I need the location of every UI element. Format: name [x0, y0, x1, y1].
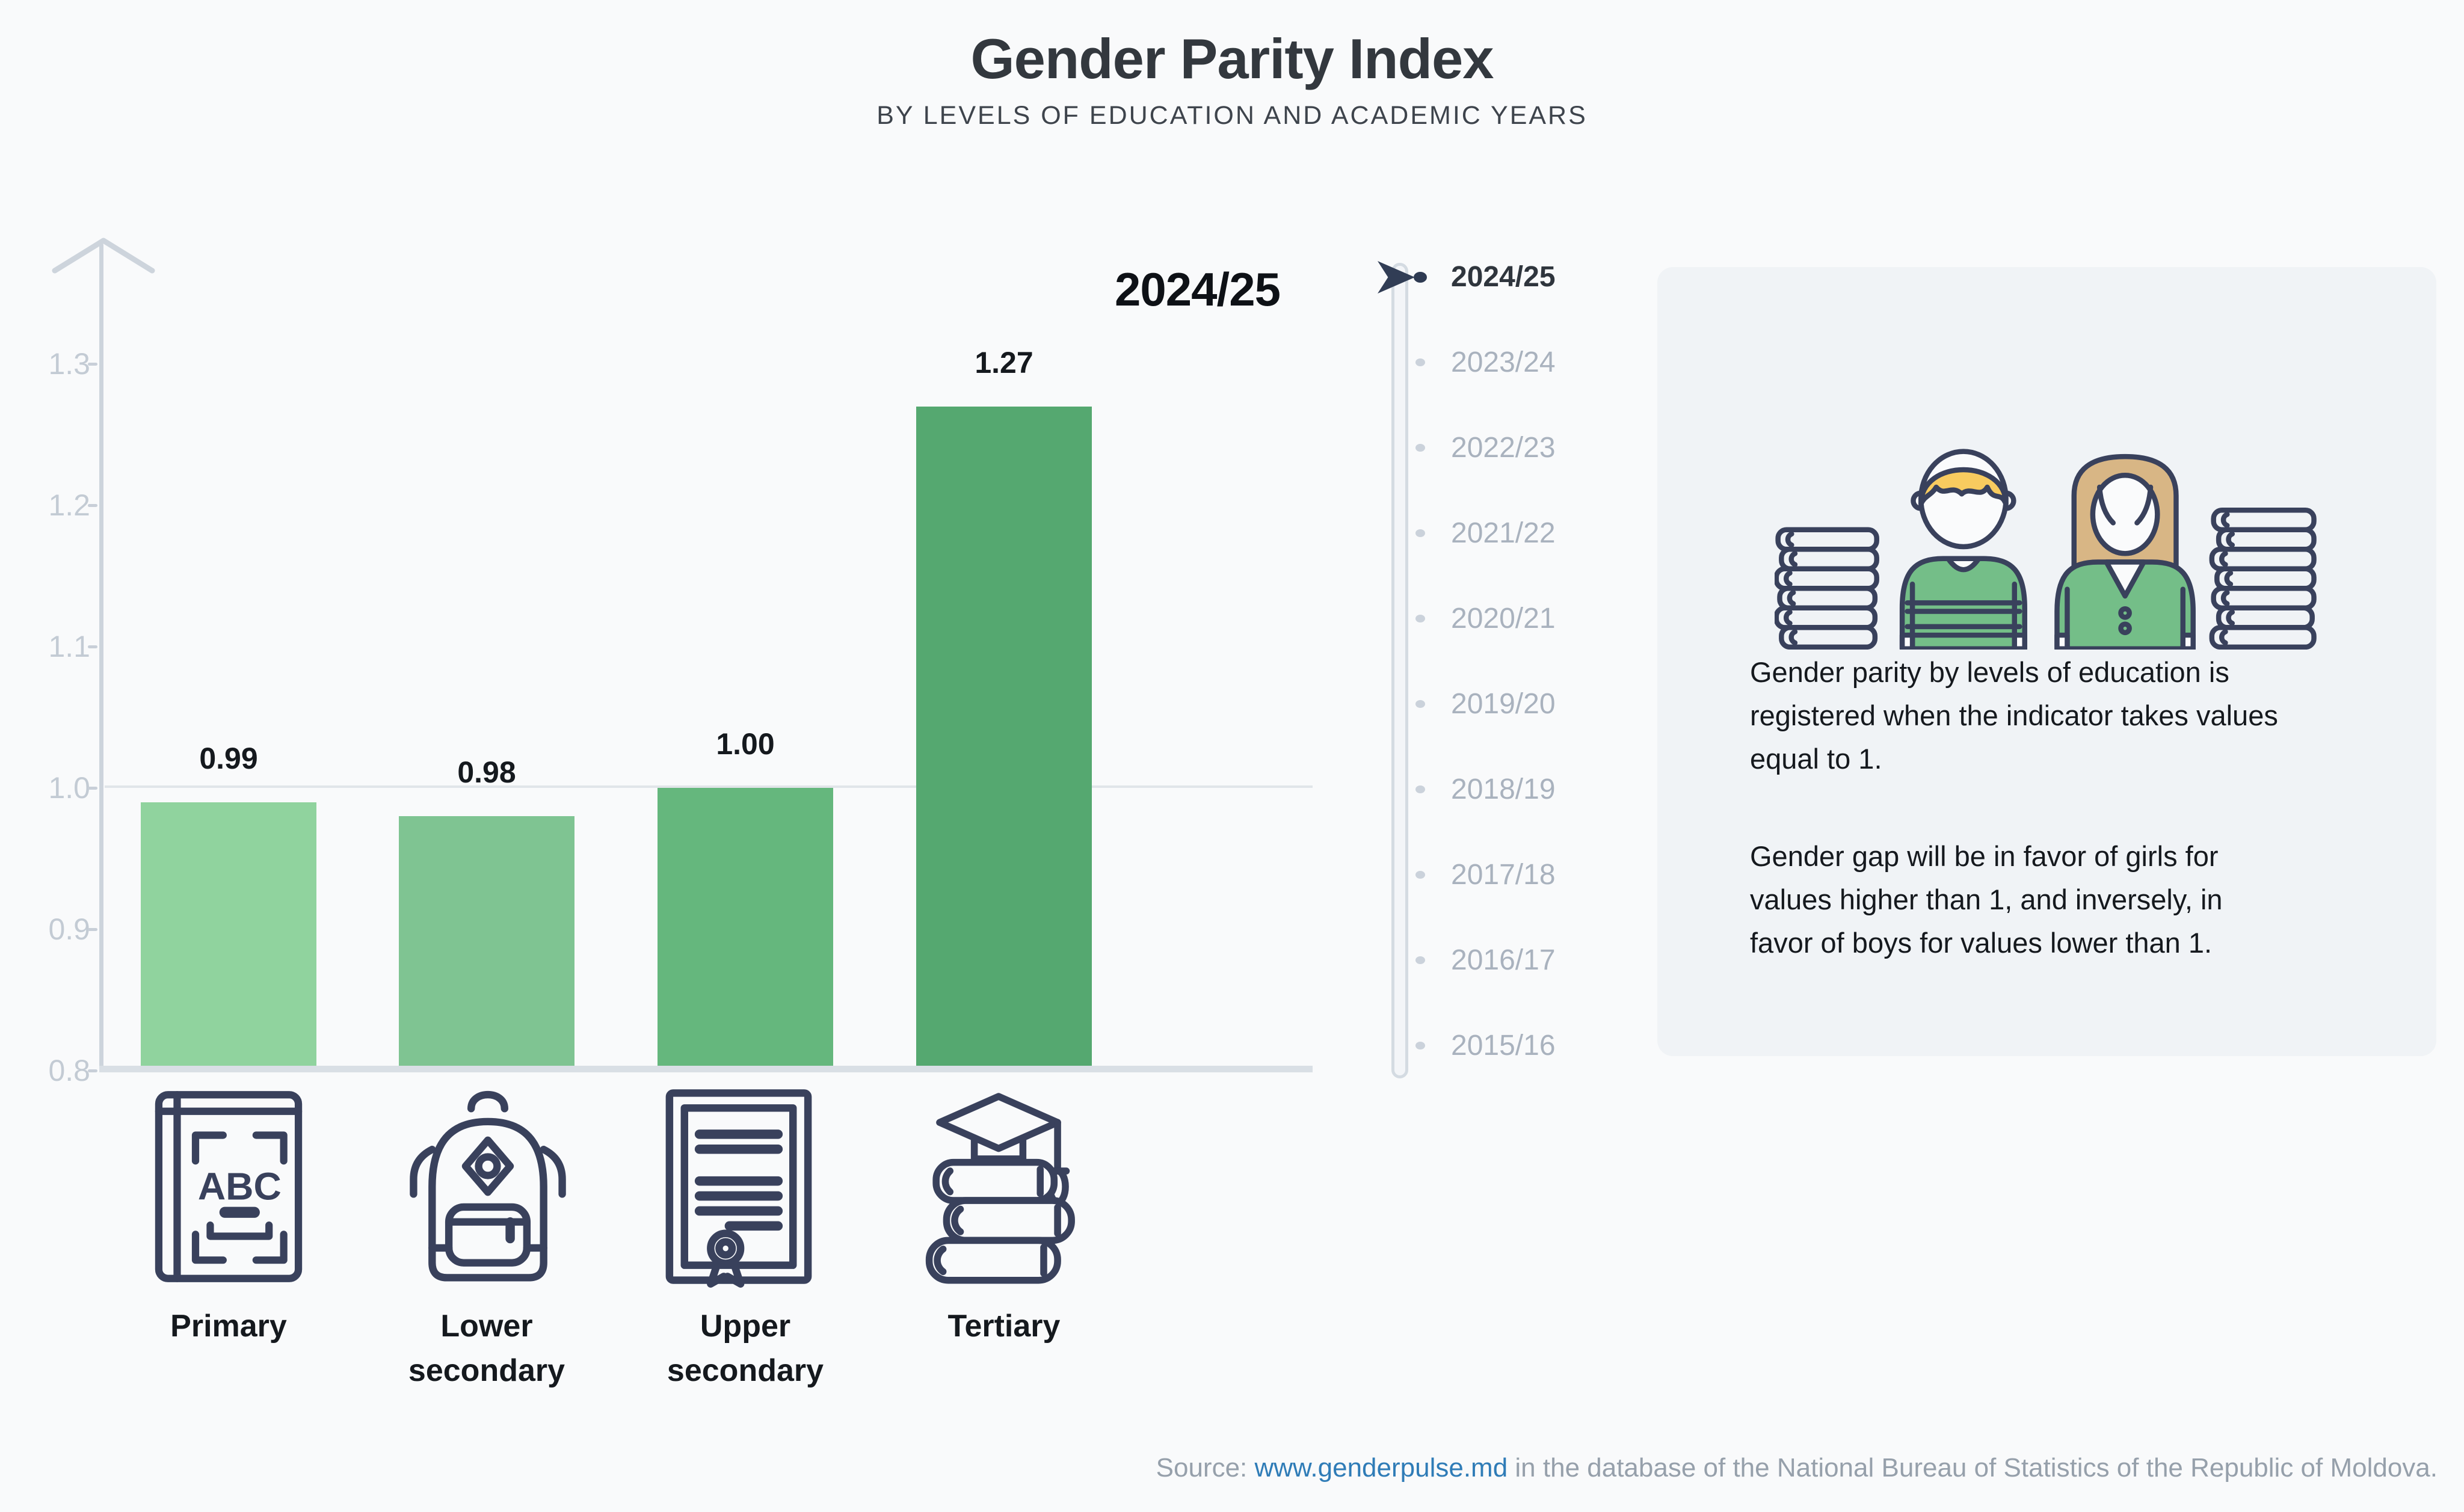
bar-value-primary: 0.99 — [199, 741, 258, 775]
current-year-label: 2024/25 — [1115, 263, 1281, 316]
y-tick-label-0.9: 0.9 — [48, 912, 90, 946]
y-tick-label-1.1: 1.1 — [48, 630, 90, 663]
timeline-year-2024-25[interactable]: 2024/25 — [1451, 261, 1556, 293]
boy-figure — [1899, 449, 2027, 650]
x-axis-baseline — [99, 1066, 1313, 1072]
page-title: Gender Parity Index — [970, 27, 1494, 90]
timeline-year-2019-20[interactable]: 2019/20 — [1451, 688, 1556, 720]
source-prefix: Source: — [1156, 1453, 1255, 1483]
page-subtitle: BY LEVELS OF EDUCATION AND ACADEMIC YEAR… — [876, 101, 1588, 130]
y-tick-label-1.2: 1.2 — [48, 488, 90, 522]
timeline-dot-2017-18[interactable] — [1415, 871, 1425, 879]
y-tick-mark — [88, 363, 97, 366]
timeline-year-2021-22[interactable]: 2021/22 — [1451, 517, 1556, 549]
right-book-stack — [2209, 507, 2317, 650]
abc-book-icon: ABC — [138, 1081, 319, 1292]
y-tick-mark — [88, 504, 97, 507]
backpack-icon — [398, 1081, 578, 1292]
y-axis-arrow-icon — [52, 238, 155, 274]
category-label-lower-secondary: Lower secondary — [408, 1309, 565, 1388]
y-tick-label-0.8: 0.8 — [48, 1054, 90, 1087]
timeline-dot-2024-25[interactable] — [1414, 272, 1427, 283]
timeline-dot-2020-21[interactable] — [1415, 615, 1425, 622]
y-tick-mark — [88, 928, 97, 931]
bar-value-lower-secondary: 0.98 — [457, 755, 516, 789]
parity-gridline — [105, 785, 1313, 788]
y-tick-mark — [88, 787, 97, 790]
timeline-dot-2016-17[interactable] — [1415, 956, 1425, 964]
books-graduation-cap-icon — [908, 1081, 1089, 1292]
timeline-year-2023-24[interactable]: 2023/24 — [1451, 346, 1556, 378]
svg-text:ABC: ABC — [198, 1164, 282, 1208]
category-label-upper-secondary: Upper secondary — [667, 1309, 824, 1388]
timeline-dot-2022-23[interactable] — [1415, 444, 1425, 452]
y-tick-mark — [88, 1069, 97, 1072]
timeline-dot-2019-20[interactable] — [1415, 700, 1425, 708]
timeline-dot-2015-16[interactable] — [1415, 1042, 1425, 1049]
y-tick-mark — [88, 645, 97, 648]
bar-value-upper-secondary: 1.00 — [716, 727, 775, 761]
timeline-dot-2018-19[interactable] — [1415, 785, 1425, 793]
y-tick-label-1.3: 1.3 — [48, 347, 90, 381]
y-tick-label-1.0: 1.0 — [48, 771, 90, 805]
timeline-dot-2023-24[interactable] — [1415, 358, 1425, 366]
girl-figure — [2054, 453, 2196, 650]
timeline-year-2017-18[interactable]: 2017/18 — [1451, 859, 1556, 891]
timeline-dot-2021-22[interactable] — [1415, 529, 1425, 537]
source-link[interactable]: www.genderpulse.md — [1254, 1453, 1508, 1483]
timeline-year-2022-23[interactable]: 2022/23 — [1451, 432, 1556, 464]
left-book-stack — [1775, 527, 1879, 650]
timeline-year-2016-17[interactable]: 2016/17 — [1451, 944, 1556, 976]
bar-value-tertiary: 1.27 — [975, 345, 1033, 380]
info-panel — [1657, 267, 2436, 1056]
source-suffix: in the database of the National Bureau o… — [1508, 1453, 2438, 1483]
timeline-year-2015-16[interactable]: 2015/16 — [1451, 1030, 1556, 1062]
boy-girl-with-book-stacks-illustration — [1775, 449, 2317, 650]
bar-tertiary[interactable] — [916, 406, 1092, 1066]
category-label-tertiary: Tertiary — [947, 1309, 1061, 1344]
timeline-track[interactable] — [1391, 263, 1408, 1078]
bar-upper-secondary[interactable] — [658, 788, 833, 1066]
timeline-year-2018-19[interactable]: 2018/19 — [1451, 773, 1556, 805]
category-label-primary: Primary — [170, 1309, 287, 1344]
timeline-year-2020-21[interactable]: 2020/21 — [1451, 603, 1556, 635]
bar-lower-secondary[interactable] — [399, 816, 574, 1066]
diploma-icon — [648, 1081, 829, 1292]
info-paragraph-1: Gender parity by levels of education is … — [1750, 656, 2278, 775]
source-line: Source: www.genderpulse.md in the databa… — [1156, 1453, 2438, 1483]
y-axis-line — [99, 243, 103, 1072]
bar-primary[interactable] — [141, 802, 316, 1066]
info-paragraph-2: Gender gap will be in favor of girls for… — [1750, 840, 2223, 959]
